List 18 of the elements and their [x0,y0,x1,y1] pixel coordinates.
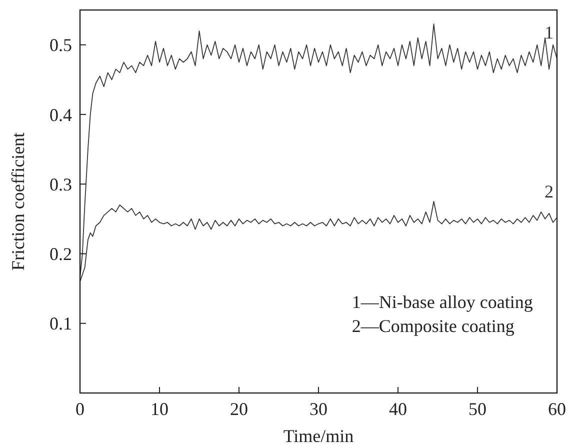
x-tick-label: 10 [150,399,168,419]
y-axis-title: Friction coefficient [8,132,28,271]
x-tick-label: 20 [230,399,248,419]
y-tick-label: 0.5 [50,35,72,56]
annotation: 1—Ni-base alloy coating [352,292,533,312]
annotation: 2—Composite coating [352,316,514,336]
x-tick-label: 60 [548,399,566,419]
x-tick-label: 30 [310,399,328,419]
x-tick-label: 50 [468,399,486,419]
x-axis-title: Time/min [283,426,354,446]
y-tick-label: 0.2 [50,244,72,264]
series-label: 2 [544,182,554,202]
x-tick-label: 0 [76,399,84,419]
x-tick-label: 40 [389,399,407,419]
series-label: 1 [544,22,554,43]
y-tick-label: 0.3 [50,174,72,194]
y-tick-label: 0.4 [50,104,72,125]
y-tick-label: 0.1 [50,314,72,334]
